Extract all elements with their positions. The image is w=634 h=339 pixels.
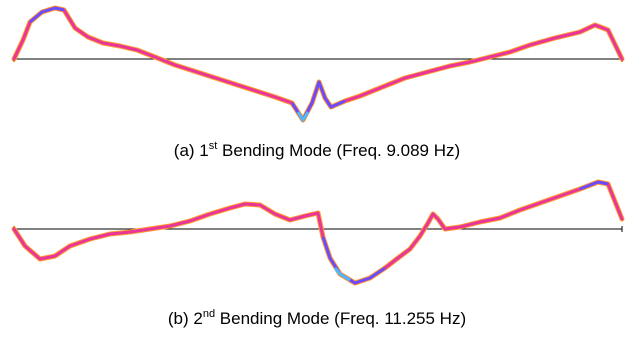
mode-1-peak-highlight bbox=[29, 6, 65, 24]
mode-1-deformed-outline bbox=[11, 5, 625, 123]
mode-2-panel: (b) 2nd Bending Mode (Freq. 11.255 Hz) bbox=[0, 170, 634, 339]
mode-1-caption-prefix: (a) 1 bbox=[173, 141, 209, 160]
mode-1-caption: (a) 1st Bending Mode (Freq. 9.089 Hz) bbox=[0, 141, 634, 161]
mode-2-peak-highlight bbox=[579, 180, 609, 191]
mode-2-caption-superscript: nd bbox=[202, 308, 216, 320]
mode-1-shape-plot bbox=[11, 5, 625, 123]
mode-1-trough-cyan bbox=[296, 111, 310, 122]
mode-2-deformed-shape bbox=[12, 180, 624, 285]
mode-2-caption-prefix: (b) 2 bbox=[167, 309, 203, 328]
mode-1-panel: (a) 1st Bending Mode (Freq. 9.089 Hz) bbox=[0, 5, 634, 161]
mode-2-caption: (b) 2nd Bending Mode (Freq. 11.255 Hz) bbox=[0, 309, 634, 329]
mode-1-deformed-shape bbox=[12, 6, 624, 122]
mode-2-caption-suffix: Bending Mode (Freq. 11.255 Hz) bbox=[215, 309, 467, 328]
mode-1-caption-suffix: Bending Mode (Freq. 9.089 Hz) bbox=[217, 141, 461, 160]
mode-1-caption-superscript: st bbox=[208, 140, 218, 152]
mode-2-deformed-outline bbox=[11, 179, 625, 286]
mode-2-trough-cyan bbox=[333, 267, 351, 282]
mode-2-shape-plot bbox=[11, 179, 625, 286]
